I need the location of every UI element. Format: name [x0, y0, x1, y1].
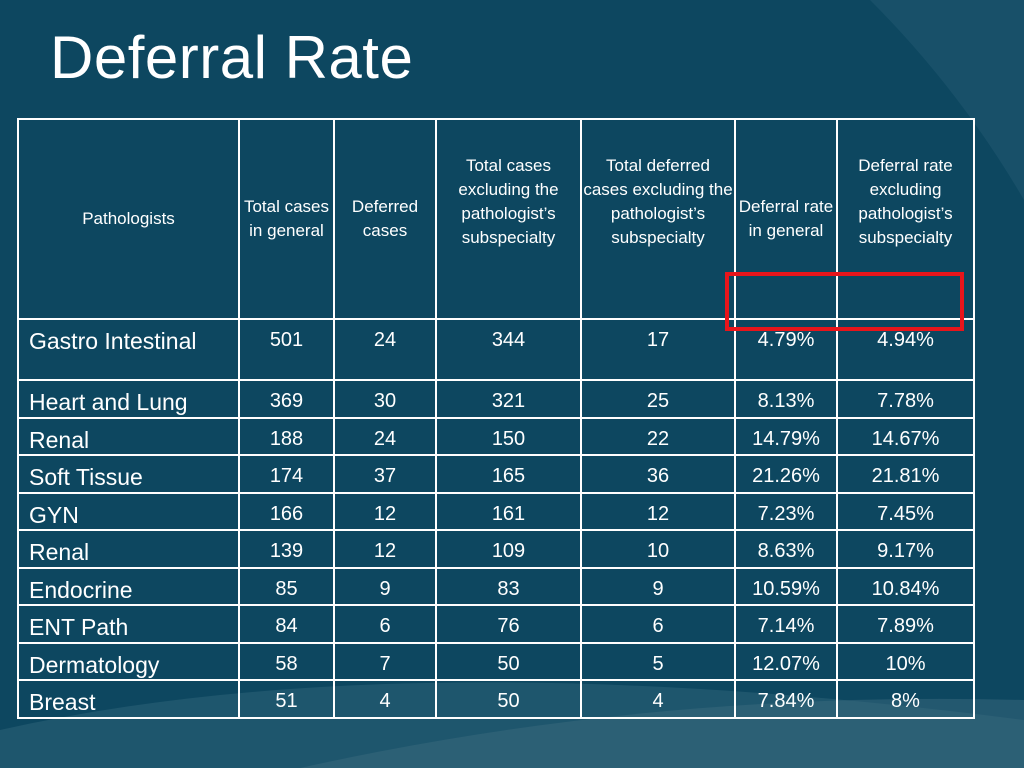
cell-pathologist-name: Renal — [17, 416, 240, 457]
cell-total-excluding: 76 — [435, 604, 582, 644]
table-body: Gastro Intestinal 501 24 344 17 4.79% 4.94% Hea… — [17, 318, 975, 719]
cell-total-cases: 139 — [238, 529, 335, 569]
header-deferred-cases: Deferred cases — [333, 118, 437, 320]
cell-total-cases: 51 — [238, 679, 335, 719]
table-row: Renal 139 12 109 10 8.63% 9.17% — [17, 529, 975, 569]
table-row: GYN 166 12 161 12 7.23% 7.45% — [17, 491, 975, 532]
cell-total-excluding: 344 — [435, 318, 582, 381]
cell-total-excluding: 50 — [435, 641, 582, 682]
cell-rate-general: 8.13% — [734, 379, 838, 419]
header-total-deferred-excluding: Total deferred cases excluding the patho… — [580, 118, 736, 320]
table-header-row: Pathologists Total cases in general Defe… — [17, 118, 975, 320]
cell-rate-general: 7.14% — [734, 604, 838, 644]
cell-deferred-excluding: 22 — [580, 416, 736, 457]
cell-rate-general: 10.59% — [734, 566, 838, 607]
cell-pathologist-name: Breast — [17, 679, 240, 719]
header-deferral-rate-general: Deferral rate in general — [734, 118, 838, 320]
table-row: Endocrine 85 9 83 9 10.59% 10.84% — [17, 566, 975, 607]
cell-rate-excluding: 9.17% — [836, 529, 975, 569]
cell-deferred-cases: 30 — [333, 379, 437, 419]
table-row: Soft Tissue 174 37 165 36 21.26% 21.81% — [17, 454, 975, 494]
cell-total-cases: 58 — [238, 641, 335, 682]
cell-total-excluding: 161 — [435, 491, 582, 532]
cell-rate-excluding: 14.67% — [836, 416, 975, 457]
cell-rate-excluding: 10% — [836, 641, 975, 682]
cell-rate-excluding: 7.78% — [836, 379, 975, 419]
cell-deferred-excluding: 10 — [580, 529, 736, 569]
table-row: Dermatology 58 7 50 5 12.07% 10% — [17, 641, 975, 682]
cell-total-cases: 166 — [238, 491, 335, 532]
header-total-cases: Total cases in general — [238, 118, 335, 320]
header-pathologists: Pathologists — [17, 118, 240, 320]
cell-total-cases: 174 — [238, 454, 335, 494]
cell-total-cases: 501 — [238, 318, 335, 381]
cell-rate-general: 7.84% — [734, 679, 838, 719]
cell-rate-excluding: 10.84% — [836, 566, 975, 607]
cell-deferred-excluding: 12 — [580, 491, 736, 532]
cell-total-excluding: 109 — [435, 529, 582, 569]
cell-pathologist-name: ENT Path — [17, 604, 240, 644]
cell-pathologist-name: Soft Tissue — [17, 454, 240, 494]
cell-deferred-excluding: 25 — [580, 379, 736, 419]
cell-total-excluding: 150 — [435, 416, 582, 457]
cell-deferred-cases: 4 — [333, 679, 437, 719]
cell-total-excluding: 321 — [435, 379, 582, 419]
cell-total-excluding: 165 — [435, 454, 582, 494]
cell-rate-excluding: 8% — [836, 679, 975, 719]
cell-pathologist-name: Gastro Intestinal — [17, 318, 240, 381]
cell-deferred-excluding: 17 — [580, 318, 736, 381]
cell-total-excluding: 83 — [435, 566, 582, 607]
cell-deferred-cases: 24 — [333, 416, 437, 457]
cell-total-cases: 84 — [238, 604, 335, 644]
cell-deferred-excluding: 4 — [580, 679, 736, 719]
cell-pathologist-name: Heart and Lung — [17, 379, 240, 419]
cell-total-cases: 369 — [238, 379, 335, 419]
cell-rate-excluding: 7.89% — [836, 604, 975, 644]
highlight-box — [725, 272, 964, 331]
cell-pathologist-name: Endocrine — [17, 566, 240, 607]
cell-deferred-excluding: 6 — [580, 604, 736, 644]
cell-rate-excluding: 21.81% — [836, 454, 975, 494]
cell-deferred-cases: 7 — [333, 641, 437, 682]
table-row: ENT Path 84 6 76 6 7.14% 7.89% — [17, 604, 975, 644]
cell-deferred-cases: 9 — [333, 566, 437, 607]
cell-pathologist-name: GYN — [17, 491, 240, 532]
cell-rate-general: 14.79% — [734, 416, 838, 457]
cell-pathologist-name: Renal — [17, 529, 240, 569]
cell-deferred-excluding: 36 — [580, 454, 736, 494]
header-total-cases-excluding: Total cases excluding the pathologist’s … — [435, 118, 582, 320]
cell-deferred-cases: 6 — [333, 604, 437, 644]
cell-rate-general: 7.23% — [734, 491, 838, 532]
cell-rate-general: 8.63% — [734, 529, 838, 569]
cell-total-cases: 188 — [238, 416, 335, 457]
cell-deferred-excluding: 9 — [580, 566, 736, 607]
table-row: Heart and Lung 369 30 321 25 8.13% 7.78% — [17, 379, 975, 419]
cell-deferred-cases: 12 — [333, 529, 437, 569]
slide-title: Deferral Rate — [50, 24, 414, 91]
header-deferral-rate-excluding: Deferral rate excluding pathologist’s su… — [836, 118, 975, 320]
cell-total-excluding: 50 — [435, 679, 582, 719]
cell-deferred-cases: 37 — [333, 454, 437, 494]
deferral-rate-table: Pathologists Total cases in general Defe… — [17, 118, 975, 719]
table-row: Breast 51 4 50 4 7.84% 8% — [17, 679, 975, 719]
cell-deferred-cases: 24 — [333, 318, 437, 381]
cell-rate-general: 21.26% — [734, 454, 838, 494]
cell-rate-excluding: 7.45% — [836, 491, 975, 532]
cell-pathologist-name: Dermatology — [17, 641, 240, 682]
cell-rate-general: 12.07% — [734, 641, 838, 682]
cell-deferred-excluding: 5 — [580, 641, 736, 682]
cell-total-cases: 85 — [238, 566, 335, 607]
cell-deferred-cases: 12 — [333, 491, 437, 532]
table-row: Renal 188 24 150 22 14.79% 14.67% — [17, 416, 975, 457]
